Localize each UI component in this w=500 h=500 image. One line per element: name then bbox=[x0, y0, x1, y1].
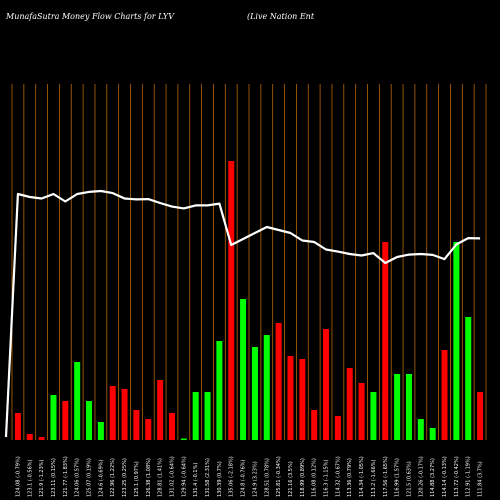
chart-line-layer bbox=[4, 189, 481, 438]
x-tick-label: 124.6 (-0.69%) bbox=[98, 459, 104, 497]
money-flow-bar bbox=[287, 356, 294, 440]
x-tick-label: 131.02 (-0.64%) bbox=[169, 456, 175, 497]
money-flow-bar bbox=[86, 401, 93, 440]
money-flow-bar bbox=[311, 410, 318, 440]
money-flow-bar bbox=[382, 242, 389, 440]
money-flow-bar bbox=[62, 401, 69, 440]
chart-bars bbox=[14, 161, 484, 440]
x-tick-label: 116.3 (-1.15%) bbox=[324, 459, 330, 497]
money-flow-bar bbox=[323, 329, 330, 440]
money-flow-bar bbox=[477, 392, 484, 440]
x-tick-label: 114.34 (-1.05%) bbox=[359, 456, 365, 497]
money-flow-bar bbox=[133, 410, 140, 440]
x-tick-label: 123.1 (-0.56%) bbox=[27, 459, 33, 497]
x-tick-label: 128.81 (1.41%) bbox=[158, 458, 164, 497]
money-flow-bar bbox=[441, 350, 448, 440]
x-tick-label: 135.06 (-2.18%) bbox=[229, 456, 235, 497]
money-flow-bar bbox=[228, 161, 235, 440]
x-tick-label: 113.72 (-0.42%) bbox=[454, 456, 460, 497]
x-tick-label: 116.99 (1.57%) bbox=[395, 458, 401, 497]
money-flow-bar bbox=[50, 395, 57, 440]
money-flow-bar bbox=[358, 383, 365, 440]
x-tick-label: 116.08 (0.12%) bbox=[312, 458, 318, 497]
money-flow-bar bbox=[417, 419, 424, 440]
x-tick-label: 114.32 (-0.67%) bbox=[335, 456, 341, 497]
money-flow-bar bbox=[370, 392, 377, 440]
money-flow-bar bbox=[453, 242, 460, 440]
x-tick-label: 114.14 (-0.13%) bbox=[442, 456, 448, 497]
money-flow-bar bbox=[394, 374, 401, 440]
money-flow-bar bbox=[157, 380, 164, 440]
x-tick-label: 131.4 (-0.1%) bbox=[193, 463, 199, 497]
x-tick-label: 113.36 (0.79%) bbox=[347, 458, 353, 497]
x-tick-label: 122.96 (1.22%) bbox=[110, 458, 116, 497]
money-flow-bar bbox=[109, 386, 116, 440]
money-flow-bar bbox=[346, 368, 353, 440]
x-tick-label: 113.2 (-1.66%) bbox=[371, 459, 377, 497]
price-line bbox=[4, 189, 481, 438]
x-tick-label: 124.8 (-0.76%) bbox=[241, 459, 247, 497]
x-tick-label: 121.9 (-1.23%) bbox=[39, 459, 45, 497]
x-tick-label: 114.88 (3.27%) bbox=[430, 458, 436, 497]
x-tick-label: 126.38 (1.08%) bbox=[146, 458, 152, 497]
money-flow-bar bbox=[38, 437, 45, 440]
x-tick-label: 123.11 (0.15%) bbox=[51, 458, 57, 497]
money-flow-bar bbox=[14, 413, 21, 440]
money-flow-bar bbox=[204, 392, 211, 440]
money-flow-bar bbox=[192, 392, 199, 440]
x-tick-label: 125.1 (0.97%) bbox=[134, 461, 140, 497]
x-tick-label: 124.9 (3.23%) bbox=[252, 461, 258, 497]
money-flow-bar bbox=[465, 317, 472, 440]
x-tick-label: 120.26 (-0.17%) bbox=[418, 456, 424, 497]
x-tick-label: 124.06 (0.57%) bbox=[75, 458, 81, 497]
x-tick-label: 111.84 (3.7%) bbox=[478, 461, 484, 497]
x-tick-label: 121.16 (3.5%) bbox=[288, 461, 294, 497]
money-flow-bar bbox=[334, 416, 341, 440]
x-tick-label: 112.91 (-1.19%) bbox=[466, 456, 472, 497]
x-tick-label: 118.99 (0.89%) bbox=[300, 458, 306, 497]
money-flow-bar bbox=[121, 389, 128, 440]
x-tick-label: 123.25 (0.25%) bbox=[122, 458, 128, 497]
chart-header-right: (Live Nation Ent bbox=[247, 12, 315, 21]
money-flow-bar bbox=[251, 347, 258, 440]
money-flow-bar bbox=[275, 323, 282, 440]
money-flow-bar bbox=[240, 299, 247, 440]
money-flow-bar bbox=[216, 341, 223, 440]
chart-header-left: MunafaSutra Money Flow Charts for LYV bbox=[6, 12, 174, 21]
x-tick-label: 128.51 (0.78%) bbox=[264, 458, 270, 497]
money-flow-bar bbox=[299, 359, 306, 440]
money-flow-bar bbox=[180, 438, 187, 440]
chart-gridlines bbox=[11, 84, 487, 440]
money-flow-bar bbox=[168, 413, 175, 440]
x-tick-label: 129.94 (-0.64%) bbox=[181, 456, 187, 497]
x-tick-label: 121.5 (0.63%) bbox=[406, 461, 412, 497]
chart-x-labels: 124.08 (-0.79%) 123.1 (-0.56%) 121.9 (-1.2… bbox=[15, 456, 483, 497]
money-flow-bar bbox=[405, 374, 412, 440]
money-flow-bar bbox=[263, 335, 270, 440]
x-tick-label: 125.81 (-0.34%) bbox=[276, 456, 282, 497]
money-flow-bar bbox=[145, 419, 152, 440]
money-flow-bar bbox=[26, 434, 33, 440]
x-tick-label: 121.77 (-1.83%) bbox=[63, 456, 69, 497]
money-flow-bar bbox=[97, 422, 104, 440]
x-tick-label: 125.07 (0.19%) bbox=[87, 458, 93, 497]
x-tick-label: 124.08 (-0.79%) bbox=[15, 456, 21, 497]
x-tick-label: 131.58 (2.31%) bbox=[205, 458, 211, 497]
money-flow-bar bbox=[74, 362, 81, 440]
x-tick-label: 117.56 (-1.65%) bbox=[383, 456, 389, 497]
x-tick-label: 130.39 (0.7%) bbox=[217, 461, 223, 497]
money-flow-bar bbox=[429, 428, 436, 440]
